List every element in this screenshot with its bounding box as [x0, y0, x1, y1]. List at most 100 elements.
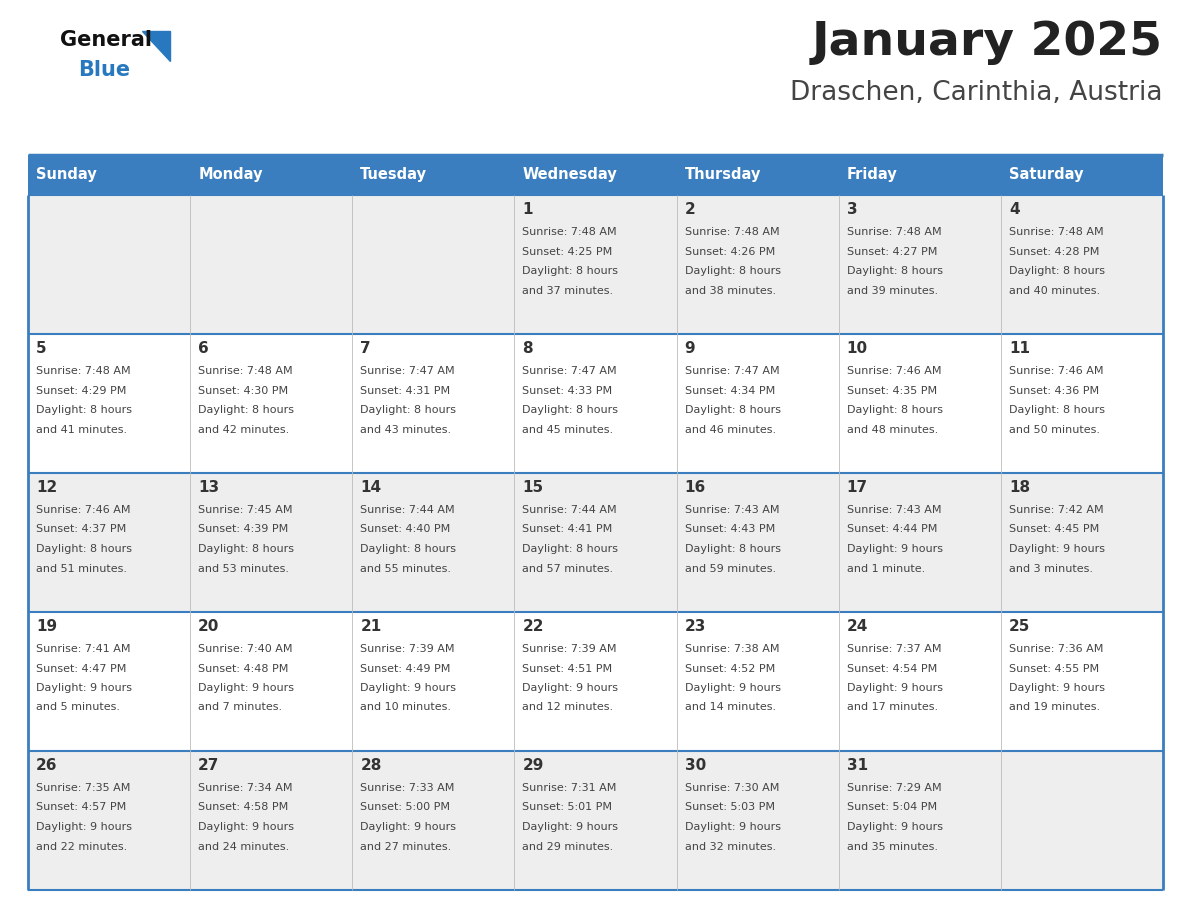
Text: Daylight: 9 hours: Daylight: 9 hours	[684, 822, 781, 832]
Text: and 39 minutes.: and 39 minutes.	[847, 285, 937, 296]
Text: Daylight: 8 hours: Daylight: 8 hours	[523, 544, 619, 554]
Text: 26: 26	[36, 758, 57, 773]
Text: Sunset: 4:43 PM: Sunset: 4:43 PM	[684, 524, 775, 534]
Text: and 1 minute.: and 1 minute.	[847, 564, 925, 574]
Text: Sunset: 4:27 PM: Sunset: 4:27 PM	[847, 247, 937, 256]
Text: and 3 minutes.: and 3 minutes.	[1009, 564, 1093, 574]
Text: Daylight: 9 hours: Daylight: 9 hours	[1009, 683, 1105, 693]
Text: Daylight: 9 hours: Daylight: 9 hours	[523, 822, 619, 832]
Text: and 46 minutes.: and 46 minutes.	[684, 424, 776, 434]
Text: and 59 minutes.: and 59 minutes.	[684, 564, 776, 574]
Text: and 41 minutes.: and 41 minutes.	[36, 424, 127, 434]
Text: Daylight: 9 hours: Daylight: 9 hours	[36, 683, 132, 693]
Text: General: General	[61, 30, 152, 50]
Text: Daylight: 8 hours: Daylight: 8 hours	[1009, 266, 1105, 276]
Text: and 57 minutes.: and 57 minutes.	[523, 564, 613, 574]
Text: Daylight: 9 hours: Daylight: 9 hours	[198, 683, 295, 693]
Polygon shape	[143, 31, 170, 61]
Text: Sunrise: 7:34 AM: Sunrise: 7:34 AM	[198, 783, 292, 793]
Text: Sunset: 5:04 PM: Sunset: 5:04 PM	[847, 802, 937, 812]
Text: 18: 18	[1009, 480, 1030, 495]
Text: Sunrise: 7:39 AM: Sunrise: 7:39 AM	[360, 644, 455, 654]
Text: Sunrise: 7:39 AM: Sunrise: 7:39 AM	[523, 644, 617, 654]
Text: Sunset: 4:54 PM: Sunset: 4:54 PM	[847, 664, 937, 674]
Text: Sunset: 4:29 PM: Sunset: 4:29 PM	[36, 386, 126, 396]
Text: Draschen, Carinthia, Austria: Draschen, Carinthia, Austria	[790, 80, 1163, 106]
Text: 23: 23	[684, 619, 706, 634]
Text: Sunset: 4:37 PM: Sunset: 4:37 PM	[36, 524, 126, 534]
Text: Sunrise: 7:46 AM: Sunrise: 7:46 AM	[36, 505, 131, 515]
Text: Sunset: 4:44 PM: Sunset: 4:44 PM	[847, 524, 937, 534]
Text: Daylight: 9 hours: Daylight: 9 hours	[847, 544, 943, 554]
Text: Sunset: 4:57 PM: Sunset: 4:57 PM	[36, 802, 126, 812]
Text: Sunrise: 7:36 AM: Sunrise: 7:36 AM	[1009, 644, 1104, 654]
Bar	[29, 612, 1163, 751]
Text: 19: 19	[36, 619, 57, 634]
Text: Daylight: 8 hours: Daylight: 8 hours	[523, 405, 619, 415]
Text: Sunset: 4:48 PM: Sunset: 4:48 PM	[198, 664, 289, 674]
Text: 16: 16	[684, 480, 706, 495]
Text: Sunset: 4:58 PM: Sunset: 4:58 PM	[198, 802, 289, 812]
Text: and 22 minutes.: and 22 minutes.	[36, 842, 127, 852]
Text: Daylight: 9 hours: Daylight: 9 hours	[847, 683, 943, 693]
Text: 12: 12	[36, 480, 57, 495]
Text: Sunset: 4:30 PM: Sunset: 4:30 PM	[198, 386, 289, 396]
Text: Sunrise: 7:45 AM: Sunrise: 7:45 AM	[198, 505, 292, 515]
Text: Sunset: 4:49 PM: Sunset: 4:49 PM	[360, 664, 450, 674]
Text: 14: 14	[360, 480, 381, 495]
Bar	[29, 473, 1163, 612]
Text: Daylight: 8 hours: Daylight: 8 hours	[1009, 405, 1105, 415]
Text: and 19 minutes.: and 19 minutes.	[1009, 702, 1100, 712]
Text: Wednesday: Wednesday	[523, 167, 618, 183]
Text: Daylight: 8 hours: Daylight: 8 hours	[198, 544, 295, 554]
Text: 21: 21	[360, 619, 381, 634]
Text: and 37 minutes.: and 37 minutes.	[523, 285, 613, 296]
Text: 11: 11	[1009, 341, 1030, 356]
Text: Thursday: Thursday	[684, 167, 762, 183]
Text: Sunrise: 7:40 AM: Sunrise: 7:40 AM	[198, 644, 292, 654]
Text: Sunrise: 7:47 AM: Sunrise: 7:47 AM	[360, 366, 455, 376]
Text: Sunrise: 7:46 AM: Sunrise: 7:46 AM	[847, 366, 941, 376]
Text: Daylight: 9 hours: Daylight: 9 hours	[36, 822, 132, 832]
Text: and 17 minutes.: and 17 minutes.	[847, 702, 937, 712]
Text: 2: 2	[684, 202, 695, 217]
Text: and 55 minutes.: and 55 minutes.	[360, 564, 451, 574]
Text: Sunset: 4:28 PM: Sunset: 4:28 PM	[1009, 247, 1099, 256]
Text: and 43 minutes.: and 43 minutes.	[360, 424, 451, 434]
Text: and 29 minutes.: and 29 minutes.	[523, 842, 614, 852]
Text: Daylight: 8 hours: Daylight: 8 hours	[684, 544, 781, 554]
Text: Sunset: 4:45 PM: Sunset: 4:45 PM	[1009, 524, 1099, 534]
Text: Daylight: 8 hours: Daylight: 8 hours	[847, 266, 943, 276]
Text: Sunset: 4:52 PM: Sunset: 4:52 PM	[684, 664, 775, 674]
Text: Daylight: 9 hours: Daylight: 9 hours	[198, 822, 295, 832]
Text: Sunrise: 7:44 AM: Sunrise: 7:44 AM	[523, 505, 617, 515]
Text: 30: 30	[684, 758, 706, 773]
Text: Sunrise: 7:43 AM: Sunrise: 7:43 AM	[847, 505, 941, 515]
Text: Daylight: 8 hours: Daylight: 8 hours	[523, 266, 619, 276]
Text: and 35 minutes.: and 35 minutes.	[847, 842, 937, 852]
Text: Sunrise: 7:48 AM: Sunrise: 7:48 AM	[847, 227, 941, 237]
Text: Sunrise: 7:47 AM: Sunrise: 7:47 AM	[684, 366, 779, 376]
Text: Sunrise: 7:48 AM: Sunrise: 7:48 AM	[523, 227, 617, 237]
Text: 20: 20	[198, 619, 220, 634]
Text: Daylight: 8 hours: Daylight: 8 hours	[198, 405, 295, 415]
Text: Sunrise: 7:47 AM: Sunrise: 7:47 AM	[523, 366, 617, 376]
Text: and 42 minutes.: and 42 minutes.	[198, 424, 290, 434]
Text: Sunset: 4:40 PM: Sunset: 4:40 PM	[360, 524, 450, 534]
Text: 15: 15	[523, 480, 544, 495]
Text: Sunset: 4:47 PM: Sunset: 4:47 PM	[36, 664, 126, 674]
Text: 9: 9	[684, 341, 695, 356]
Text: Daylight: 9 hours: Daylight: 9 hours	[847, 822, 943, 832]
Text: Sunrise: 7:48 AM: Sunrise: 7:48 AM	[684, 227, 779, 237]
Text: Tuesday: Tuesday	[360, 167, 428, 183]
Text: and 10 minutes.: and 10 minutes.	[360, 702, 451, 712]
Text: Sunset: 4:39 PM: Sunset: 4:39 PM	[198, 524, 289, 534]
Text: and 40 minutes.: and 40 minutes.	[1009, 285, 1100, 296]
Text: Sunset: 4:31 PM: Sunset: 4:31 PM	[360, 386, 450, 396]
Bar	[29, 195, 1163, 334]
Text: Sunset: 4:25 PM: Sunset: 4:25 PM	[523, 247, 613, 256]
Text: 29: 29	[523, 758, 544, 773]
Text: Sunday: Sunday	[36, 167, 96, 183]
Text: and 27 minutes.: and 27 minutes.	[360, 842, 451, 852]
Text: 10: 10	[847, 341, 868, 356]
